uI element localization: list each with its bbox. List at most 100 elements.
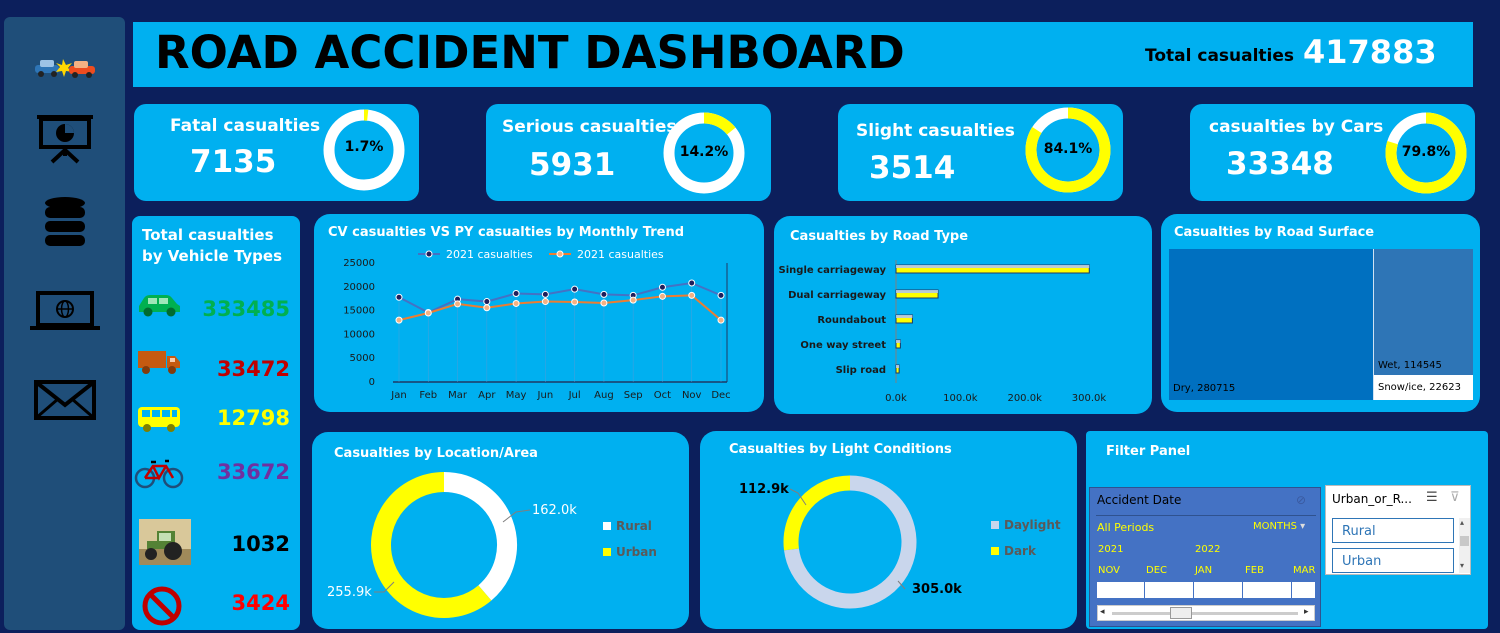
series-point bbox=[395, 316, 403, 324]
clear-filter-icon[interactable]: ⊽ bbox=[1450, 490, 1460, 505]
category-label: Single carriageway bbox=[779, 265, 887, 276]
monthly-trend-panel: CV casualties VS PY casualties by Monthl… bbox=[314, 214, 764, 412]
mail-icon[interactable] bbox=[4, 379, 125, 421]
tractor-icon bbox=[139, 519, 191, 565]
series-line bbox=[398, 281, 722, 314]
legend-label: 2021 casualties bbox=[446, 248, 533, 261]
slice-label: 112.9k bbox=[739, 482, 789, 497]
chart-title: CV casualties VS PY casualties by Monthl… bbox=[328, 225, 685, 240]
scroll-right-icon[interactable]: ▸ bbox=[1304, 607, 1309, 617]
scrollbar-thumb[interactable] bbox=[1170, 607, 1192, 619]
multi-select-icon[interactable]: ☰ bbox=[1426, 490, 1438, 505]
filter-panel: Filter Panel Accident Date ⊘ All Periods… bbox=[1086, 431, 1488, 629]
series-point bbox=[395, 293, 403, 301]
period-unit-dropdown[interactable]: MONTHS ▾ bbox=[1253, 521, 1305, 532]
vehicle-value-other: 3424 bbox=[231, 591, 290, 615]
series-point bbox=[688, 291, 696, 299]
database-icon[interactable] bbox=[4, 195, 125, 249]
x-tick-label: 200.0k bbox=[1007, 393, 1042, 404]
treemap-cell-wet: Wet, 114545 bbox=[1373, 249, 1473, 375]
y-tick-label: 0 bbox=[369, 377, 375, 388]
month-label[interactable]: MAR bbox=[1293, 565, 1316, 576]
series-point bbox=[717, 316, 725, 324]
car-crash-icon[interactable] bbox=[4, 55, 125, 81]
donut-slice bbox=[443, 472, 517, 601]
kpi-card-slight: Slight casualties 3514 84.1% bbox=[838, 104, 1123, 201]
kpi-donut-slight bbox=[1025, 107, 1111, 193]
kpi-donut-serious bbox=[663, 112, 745, 194]
slicer-scrollbar[interactable]: ▴ ▾ bbox=[1459, 518, 1470, 573]
treemap-label-snow: Snow/ice, 22623 bbox=[1378, 382, 1461, 393]
series-point bbox=[483, 304, 491, 312]
kpi-donut-arc bbox=[1385, 112, 1467, 194]
series-line bbox=[398, 294, 722, 322]
category-label: Slip road bbox=[836, 365, 886, 376]
kpi-donut-cars bbox=[1385, 112, 1467, 194]
series-point bbox=[688, 279, 696, 287]
laptop-globe-icon[interactable] bbox=[4, 290, 125, 332]
kpi-percent: 14.2% bbox=[679, 144, 729, 160]
light-conditions-panel: Casualties by Light Conditions 305.0k 112… bbox=[700, 431, 1077, 629]
month-label[interactable]: JAN bbox=[1195, 565, 1213, 576]
x-tick-label: Jul bbox=[568, 390, 581, 401]
series-point bbox=[629, 296, 637, 304]
slice-label: 162.0k bbox=[532, 503, 577, 518]
presentation-chart-icon[interactable] bbox=[4, 112, 125, 164]
bar-highlight bbox=[896, 290, 939, 293]
month-label[interactable]: NOV bbox=[1098, 565, 1121, 576]
total-casualties-label: Total casualties bbox=[1145, 46, 1295, 66]
treemap-label-dry: Dry, 280715 bbox=[1173, 383, 1236, 394]
period-unit-label: MONTHS bbox=[1253, 521, 1297, 532]
x-tick-label: Apr bbox=[478, 390, 496, 401]
timeline-bar[interactable] bbox=[1097, 582, 1315, 598]
vehicle-types-panel: Total casualties by Vehicle Types 333485… bbox=[132, 216, 300, 630]
legend-marker bbox=[556, 250, 564, 258]
x-tick-label: Mar bbox=[448, 390, 468, 401]
scroll-left-icon[interactable]: ◂ bbox=[1100, 607, 1105, 617]
legend-label: Daylight bbox=[1004, 518, 1061, 532]
year-label: 2021 bbox=[1098, 544, 1124, 555]
vehicle-value-bicycle: 33672 bbox=[216, 460, 290, 484]
plot-area bbox=[393, 263, 727, 382]
legend-label: Urban bbox=[616, 545, 657, 559]
timeline-scrollbar[interactable]: ◂ ▸ bbox=[1097, 605, 1315, 621]
bicycle-icon bbox=[134, 459, 184, 489]
kpi-value: 3514 bbox=[869, 150, 956, 186]
x-tick-label: Feb bbox=[419, 390, 437, 401]
kpi-value: 5931 bbox=[529, 147, 616, 183]
treemap-cell-snow: Snow/ice, 22623 bbox=[1373, 375, 1473, 400]
legend-swatch bbox=[603, 522, 611, 530]
y-tick-label: 5000 bbox=[350, 353, 375, 364]
chevron-down-icon: ▾ bbox=[1300, 521, 1306, 532]
donut-slice bbox=[371, 472, 492, 618]
legend-swatch bbox=[991, 547, 999, 555]
month-label[interactable]: FEB bbox=[1245, 565, 1264, 576]
clear-filter-icon[interactable]: ⊘ bbox=[1296, 493, 1307, 507]
all-periods-label[interactable]: All Periods bbox=[1097, 521, 1155, 534]
chart-title: Casualties by Road Surface bbox=[1174, 225, 1375, 240]
accident-date-slicer[interactable]: Accident Date ⊘ All Periods MONTHS ▾ 202… bbox=[1089, 487, 1321, 627]
kpi-label: Fatal casualties bbox=[170, 116, 321, 136]
year-label: 2022 bbox=[1195, 544, 1221, 555]
bar-highlight bbox=[896, 340, 901, 343]
slicer-option-urban[interactable]: Urban bbox=[1332, 548, 1454, 573]
area-slicer-title: Urban_or_R... bbox=[1332, 492, 1412, 506]
x-tick-label: Dec bbox=[711, 390, 730, 401]
series-point bbox=[717, 291, 725, 299]
y-tick-label: 15000 bbox=[343, 306, 375, 317]
chart-title: Casualties by Road Type bbox=[790, 229, 969, 244]
kpi-card-fatal: Fatal casualties 7135 1.7% bbox=[134, 104, 419, 201]
total-casualties-value: 417883 bbox=[1303, 33, 1437, 71]
no-entry-icon bbox=[142, 586, 182, 626]
kpi-donut-arc bbox=[1025, 107, 1111, 193]
road-surface-panel: Casualties by Road Surface Dry, 280715 W… bbox=[1161, 214, 1480, 412]
bus-icon bbox=[138, 407, 180, 432]
kpi-value: 33348 bbox=[1226, 146, 1334, 182]
series-point bbox=[571, 298, 579, 306]
kpi-card-serious: Serious casualties 5931 14.2% bbox=[486, 104, 771, 201]
series-point bbox=[600, 299, 608, 307]
kpi-donut-arc bbox=[703, 112, 736, 135]
month-label[interactable]: DEC bbox=[1146, 565, 1168, 576]
slicer-option-rural[interactable]: Rural bbox=[1332, 518, 1454, 543]
urban-rural-slicer[interactable]: Urban_or_R... ☰ ⊽ Rural Urban ▴ ▾ bbox=[1325, 485, 1471, 575]
